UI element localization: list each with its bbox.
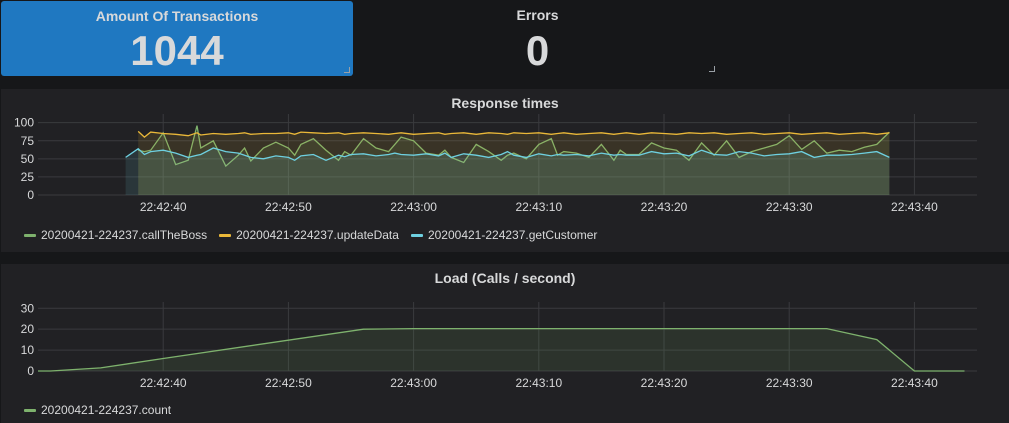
x-tick-label: 22:43:00 (390, 376, 437, 390)
response-times-panel: Response times 0 25 50 75 100 22:42:40 22:42:5… (1, 89, 1009, 252)
series-area (38, 328, 965, 371)
series-area (138, 131, 890, 195)
x-tick-label: 22:43:10 (515, 200, 562, 214)
legend-swatch-icon (24, 233, 36, 237)
x-tick-label: 22:43:30 (766, 200, 813, 214)
errors-stat-title: Errors (516, 7, 559, 23)
load-chart[interactable]: 0 10 20 30 22:42:40 22:42:50 22:43:00 22:43:10 2… (1, 284, 1009, 409)
series-line[interactable] (125, 147, 890, 162)
series-area (125, 148, 890, 195)
x-tick-label: 22:42:50 (265, 200, 312, 214)
transactions-stat-title: Amount Of Transactions (95, 8, 259, 24)
y-tick-label: 25 (21, 170, 35, 184)
response-times-legend: 20200421-224237.callTheBoss 20200421-2242… (24, 228, 597, 242)
legend-item[interactable]: 20200421-224237.count (24, 403, 171, 417)
x-tick-label: 22:42:50 (265, 376, 312, 390)
errors-stat-value: 0 (525, 27, 550, 74)
resize-handle-icon[interactable] (344, 67, 350, 73)
x-tick-label: 22:42:40 (140, 200, 187, 214)
load-title[interactable]: Load (Calls / second) (434, 270, 576, 286)
x-tick-label: 22:43:40 (891, 200, 938, 214)
errors-stat-panel[interactable]: Errors 0 (357, 1, 718, 76)
legend-swatch-icon (219, 233, 232, 237)
legend-swatch-icon (410, 233, 423, 237)
y-tick-label: 50 (21, 152, 35, 166)
load-panel: Load (Calls / second) 0 10 20 30 22:42:40 22:… (1, 264, 1009, 423)
y-tick-label: 30 (21, 301, 35, 315)
x-tick-label: 22:43:40 (891, 376, 938, 390)
legend-label: 20200421-224237.count (41, 403, 172, 417)
legend-label: 20200421-224237.getCustomer (427, 228, 598, 242)
transactions-stat-value: 1044 (130, 27, 224, 74)
legend-label: 20200421-224237.callTheBoss (41, 228, 208, 242)
legend-item[interactable]: 20200421-224237.updateData (219, 228, 399, 242)
y-tick-label: 0 (27, 364, 34, 378)
y-tick-label: 10 (21, 343, 35, 357)
x-tick-label: 22:43:00 (390, 200, 437, 214)
y-tick-label: 0 (27, 188, 34, 202)
legend-label: 20200421-224237.updateData (236, 228, 399, 242)
x-tick-label: 22:43:30 (766, 376, 813, 390)
resize-handle-icon[interactable] (709, 66, 715, 72)
x-tick-label: 22:43:20 (641, 200, 688, 214)
series-line[interactable] (38, 327, 965, 372)
response-times-title[interactable]: Response times (451, 95, 559, 111)
y-tick-label: 75 (21, 134, 35, 148)
transactions-stat-panel[interactable]: Amount Of Transactions 1044 (1, 1, 353, 76)
response-times-chart[interactable]: 0 25 50 75 100 22:42:40 22:42:50 22:43:00 22:43:… (1, 109, 1009, 234)
load-legend: 20200421-224237.count (24, 403, 171, 417)
y-tick-label: 20 (21, 322, 35, 336)
legend-item[interactable]: 20200421-224237.getCustomer (410, 228, 598, 242)
y-tick-label: 100 (14, 116, 34, 130)
x-tick-label: 22:43:10 (515, 376, 562, 390)
legend-swatch-icon (24, 408, 36, 412)
x-tick-label: 22:42:40 (140, 376, 187, 390)
series-line[interactable] (137, 130, 890, 138)
legend-item[interactable]: 20200421-224237.callTheBoss (24, 228, 207, 242)
x-tick-label: 22:43:20 (641, 376, 688, 390)
